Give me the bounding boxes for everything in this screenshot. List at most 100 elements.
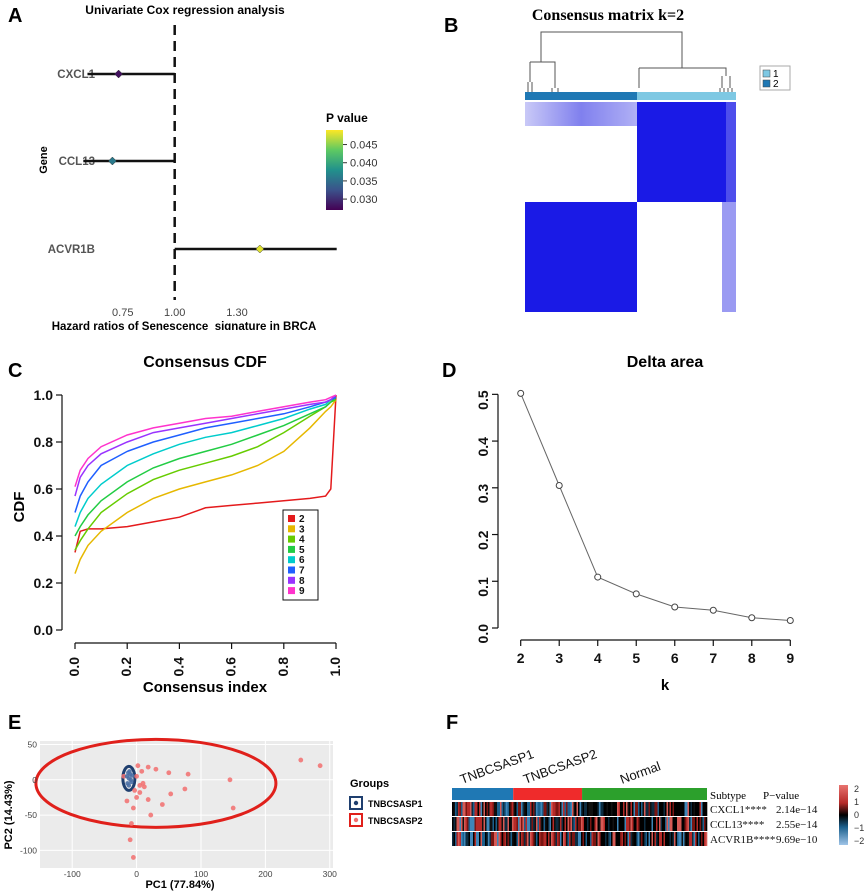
heatmap-cell [701, 832, 703, 846]
forest-y-label: Gene [38, 146, 50, 174]
forest-legend-title: P value [326, 111, 368, 125]
heatmap-cell [635, 832, 637, 846]
pca-point-group-2 [134, 795, 139, 800]
heatmap-cell [689, 802, 691, 816]
heatmap-cell [527, 802, 529, 816]
heatmap-cell [473, 817, 475, 831]
heatmap-cell [647, 802, 649, 816]
heatmap-cell [515, 802, 517, 816]
heatmap-cell [545, 817, 547, 831]
cdf-x-tick-label: 0.6 [223, 657, 239, 677]
heatmap-cell [684, 817, 687, 831]
heatmap-cell [542, 817, 544, 831]
pca-point-group-2 [230, 805, 236, 811]
heatmap-cell [491, 817, 493, 831]
cdf-line-k9 [74, 394, 337, 487]
heatmap-cell [666, 832, 669, 846]
heatmap-cell [633, 832, 636, 846]
heatmap-cell [546, 802, 549, 816]
heatmap-cell [584, 802, 586, 816]
heatmap-cell [519, 832, 522, 846]
heatmap-cell [452, 802, 454, 816]
heatmap-cell [461, 817, 463, 831]
heatmap-cell [671, 832, 673, 846]
heatmap-cell [624, 802, 627, 816]
heatmap-cell [462, 832, 465, 846]
heatmap-cell [539, 802, 541, 816]
heatmap-cell [671, 817, 673, 831]
cdf-line-k2 [74, 394, 337, 553]
heatmap-cell [533, 832, 535, 846]
heatmap-cell [645, 817, 648, 831]
heatmap-cell [638, 802, 640, 816]
heatmap-cell [699, 817, 702, 831]
heatmap-cell [585, 832, 588, 846]
heatmap-cell [692, 802, 694, 816]
heatmap-cell [527, 832, 529, 846]
heatmap-cell [665, 817, 667, 831]
heatmap-cell [642, 817, 645, 831]
heatmap-cell [663, 802, 666, 816]
pvalue-legend-tick: 0.045 [350, 140, 378, 152]
heatmap-cell [671, 802, 673, 816]
pca-point-group-2 [130, 805, 136, 811]
heatmap-cell [482, 802, 484, 816]
heatmap-cell [513, 832, 516, 846]
heatmap-cell [696, 802, 699, 816]
heatmap-cell [459, 817, 462, 831]
heatmap-cell [533, 802, 535, 816]
heatmap-cell [603, 832, 606, 846]
heatmap-cell [644, 832, 646, 846]
heatmap-cell [672, 817, 675, 831]
heatmap-cell [501, 832, 504, 846]
heatmap-cell [653, 817, 655, 831]
heatmap-cell [480, 817, 483, 831]
heatmap-cell [555, 802, 558, 816]
heatmap-cell [680, 817, 682, 831]
heatmap-cell [630, 802, 633, 816]
heatmap-cell [681, 832, 684, 846]
heatmap-cell [564, 817, 567, 831]
cdf-legend-swatch-6 [288, 556, 295, 564]
heatmap-cell [612, 817, 615, 831]
heatmap-cell [492, 832, 495, 846]
forest-x-tick: 0.75 [112, 307, 133, 319]
heatmap-cell [453, 832, 456, 846]
heatmap-cell [605, 832, 607, 846]
heatmap-cell [656, 817, 658, 831]
hr-point-cxcl1 [114, 69, 123, 79]
cdf-y-tick-label: 0.4 [34, 528, 54, 544]
heatmap-cell [518, 832, 520, 846]
heatmap-cell [639, 817, 642, 831]
heatmap-cell [623, 802, 625, 816]
pca-point-group-2 [124, 798, 130, 804]
heatmap-cell [461, 802, 463, 816]
heatmap-cell [660, 802, 663, 816]
heatmap-cell [464, 832, 466, 846]
cdf-legend-label-6: 6 [299, 555, 305, 566]
heatmap-cell [696, 832, 699, 846]
heatmap-cell [540, 832, 543, 846]
heatmap-cell [554, 802, 556, 816]
colorbar-tick: 2 [854, 784, 859, 794]
heatmap-cell [686, 802, 688, 816]
heatmap-cell [578, 832, 580, 846]
heatmap-cell [641, 802, 643, 816]
heatmap-cell [590, 817, 592, 831]
pca-y-tick-label: -100 [20, 845, 37, 855]
heatmap-cell [611, 832, 613, 846]
consensus-dendrogram [527, 31, 733, 92]
heatmap-cell [636, 817, 639, 831]
pca-point-group-1 [126, 783, 132, 788]
heatmap-cell [648, 832, 651, 846]
heatmap-cell [674, 802, 676, 816]
heatmap-cell [473, 802, 475, 816]
cdf-legend-label-5: 5 [299, 545, 305, 556]
pca-point-group-2 [148, 812, 154, 818]
heatmap-cell [504, 817, 507, 831]
hr-point-ccl13 [108, 156, 117, 166]
heatmap-cell [605, 802, 607, 816]
hr-point-acvr1b [255, 244, 265, 254]
pca-point-group-1 [129, 773, 135, 778]
heatmap-cell [657, 832, 660, 846]
